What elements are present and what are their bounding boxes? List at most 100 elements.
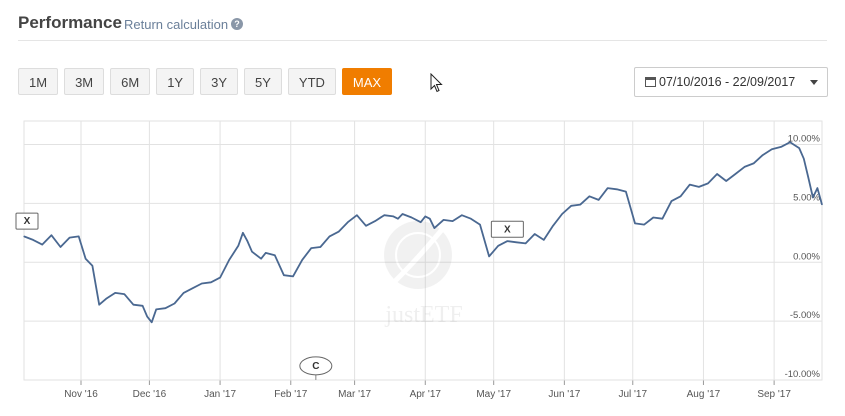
range-button-1y[interactable]: 1Y bbox=[156, 68, 195, 95]
data-point bbox=[515, 241, 518, 243]
data-point bbox=[123, 293, 125, 295]
data-point bbox=[365, 225, 367, 227]
data-point bbox=[470, 218, 472, 220]
data-point bbox=[661, 218, 664, 220]
data-point bbox=[347, 221, 349, 223]
data-point bbox=[716, 173, 718, 175]
data-point bbox=[821, 203, 823, 206]
range-button-3m[interactable]: 3M bbox=[64, 68, 105, 95]
data-point bbox=[374, 220, 376, 222]
data-point bbox=[789, 141, 791, 143]
x-tick-label: Feb '17 bbox=[274, 389, 307, 400]
x-tick-label: Apr '17 bbox=[410, 389, 442, 400]
annotation-flag[interactable]: X bbox=[15, 212, 39, 230]
data-point bbox=[479, 224, 481, 226]
data-point bbox=[561, 213, 563, 215]
data-point bbox=[338, 231, 340, 233]
data-point bbox=[23, 235, 25, 237]
data-point bbox=[780, 146, 782, 148]
question-circle-icon[interactable]: ? bbox=[231, 18, 243, 30]
section-header: Performance Return calculation ? bbox=[18, 10, 827, 41]
x-tick-label: May '17 bbox=[476, 389, 511, 400]
annotation-label: C bbox=[312, 361, 319, 372]
y-tick-label: -10.00% bbox=[785, 369, 821, 380]
data-point bbox=[670, 200, 673, 202]
data-point bbox=[192, 287, 194, 289]
range-button-1m[interactable]: 1M bbox=[18, 68, 59, 95]
data-point bbox=[798, 147, 800, 149]
data-point bbox=[803, 158, 805, 160]
data-point bbox=[689, 183, 691, 186]
data-point bbox=[812, 196, 814, 199]
data-point bbox=[328, 235, 331, 237]
chart-grid: Nov '16 Dec '16 Jan '17 Feb '17 Mar '17 Apr '… bbox=[23, 120, 823, 400]
data-point bbox=[807, 176, 809, 179]
annotation-label: X bbox=[24, 216, 31, 227]
range-button-6m[interactable]: 6M bbox=[110, 68, 151, 95]
y-tick-label: 10.00% bbox=[788, 134, 821, 145]
date-range-picker[interactable]: 07/10/2016 - 22/09/2017 bbox=[634, 67, 828, 97]
data-point bbox=[201, 282, 203, 285]
data-point bbox=[420, 221, 422, 223]
data-point bbox=[141, 305, 144, 307]
data-point bbox=[242, 232, 244, 234]
section-title: Performance bbox=[18, 13, 122, 32]
section-subtitle[interactable]: Return calculation bbox=[124, 17, 229, 32]
data-point bbox=[228, 259, 230, 261]
justetf-watermark-logo: justETF bbox=[384, 221, 463, 328]
data-point bbox=[588, 195, 591, 197]
data-point bbox=[607, 187, 609, 189]
data-point bbox=[525, 242, 527, 245]
annotation-box bbox=[15, 212, 39, 230]
data-point bbox=[310, 247, 312, 249]
data-point bbox=[570, 205, 572, 207]
data-point bbox=[69, 236, 71, 239]
x-tick-label: Jun '17 bbox=[548, 389, 580, 400]
data-point bbox=[461, 214, 463, 216]
y-tick-label: 0.00% bbox=[793, 251, 820, 262]
data-point bbox=[251, 251, 253, 253]
data-point bbox=[260, 258, 262, 260]
data-point bbox=[616, 188, 618, 190]
watermark-text: justETF bbox=[384, 302, 462, 328]
y-tick-label: -5.00% bbox=[790, 310, 821, 321]
data-point bbox=[725, 180, 727, 182]
y-tick-label: 5.00% bbox=[793, 192, 820, 203]
data-point bbox=[734, 173, 736, 175]
range-button-max[interactable]: MAX bbox=[341, 68, 393, 95]
range-button-5y[interactable]: 5Y bbox=[244, 68, 282, 95]
data-point bbox=[383, 214, 385, 216]
data-point bbox=[652, 216, 654, 219]
range-button-ytd[interactable]: YTD bbox=[287, 68, 336, 95]
data-point bbox=[105, 298, 107, 300]
data-point bbox=[442, 219, 445, 221]
data-point bbox=[274, 254, 276, 256]
data-point bbox=[151, 321, 153, 323]
data-point bbox=[597, 199, 600, 201]
data-point bbox=[210, 281, 212, 283]
data-point bbox=[424, 215, 426, 217]
data-point bbox=[534, 233, 536, 235]
date-range-label: 07/10/2016 - 22/09/2017 bbox=[659, 75, 796, 89]
annotation-bubble bbox=[299, 356, 333, 376]
range-button-3y[interactable]: 3Y bbox=[200, 68, 238, 95]
data-point bbox=[146, 315, 148, 318]
data-point bbox=[433, 227, 435, 229]
data-point bbox=[283, 274, 285, 276]
data-point bbox=[237, 245, 239, 247]
data-point bbox=[753, 162, 755, 164]
data-point bbox=[452, 220, 454, 222]
x-tick-label: Dec '16 bbox=[133, 389, 167, 400]
data-point bbox=[98, 304, 100, 306]
data-point bbox=[771, 148, 773, 150]
annotation-flag[interactable]: C bbox=[299, 356, 333, 380]
annotation-flag[interactable]: X bbox=[490, 220, 524, 238]
data-point bbox=[707, 182, 709, 184]
data-point bbox=[816, 187, 819, 189]
data-point bbox=[41, 244, 43, 246]
data-point bbox=[114, 292, 116, 294]
annotation-label: X bbox=[504, 224, 511, 235]
data-point bbox=[401, 213, 404, 215]
data-point bbox=[292, 275, 294, 277]
